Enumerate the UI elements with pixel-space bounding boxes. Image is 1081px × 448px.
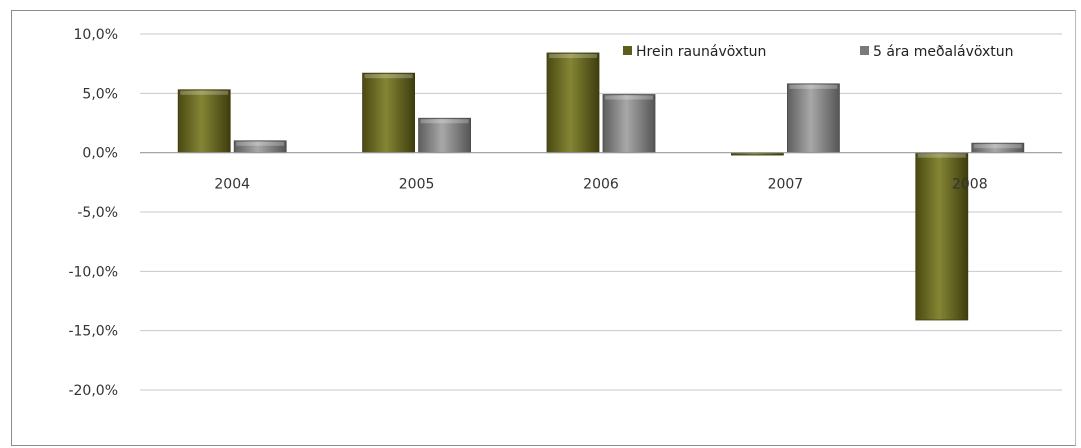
bar-hrein-raunavoxtun-2008 xyxy=(915,152,969,321)
bar-highlight xyxy=(180,90,229,95)
x-category-label: 2004 xyxy=(214,177,250,193)
bar-5-ara-medalavoxtun-2005 xyxy=(418,117,472,154)
y-tick-label: 10,0% xyxy=(74,27,118,43)
legend-swatch xyxy=(623,46,632,55)
bar-hrein-raunavoxtun-2006 xyxy=(546,52,600,154)
y-tick-label: 5,0% xyxy=(82,86,118,102)
bar-highlight xyxy=(236,141,285,146)
bar-5-ara-medalavoxtun-2007 xyxy=(787,83,840,154)
legend-label: 5 ára meðalávöxtun xyxy=(873,44,1014,60)
bar-highlight xyxy=(605,95,653,100)
legend: Hrein raunávöxtun 5 ára meðalávöxtun xyxy=(623,44,1014,60)
x-axis-categories: 2004 2005 2006 2007 2008 xyxy=(214,177,987,193)
legend-swatch xyxy=(860,46,869,55)
bar-hrein-raunavoxtun-2004 xyxy=(177,89,231,154)
x-category-label: 2005 xyxy=(399,177,435,193)
y-tick-label: -10,0% xyxy=(68,264,118,280)
bars xyxy=(177,52,1025,321)
y-tick-label: -5,0% xyxy=(77,205,118,221)
y-tick-label: 0,0% xyxy=(82,146,118,162)
y-tick-label: -15,0% xyxy=(68,324,118,340)
x-category-label: 2006 xyxy=(583,177,619,193)
y-axis-ticks: 10,0% 5,0% 0,0% -5,0% -10,0% -15,0% -20,0% xyxy=(68,27,118,399)
bar-highlight xyxy=(364,74,413,79)
chart-frame xyxy=(11,10,1076,446)
gridlines xyxy=(140,33,1062,391)
bar-hrein-raunavoxtun-2005 xyxy=(362,72,416,154)
bar-highlight xyxy=(420,119,469,124)
bar-highlight xyxy=(917,153,966,158)
x-category-label: 2008 xyxy=(952,177,988,193)
bar-highlight xyxy=(549,53,597,58)
bar-highlight xyxy=(973,144,1022,149)
x-category-label: 2007 xyxy=(768,177,804,193)
legend-label: Hrein raunávöxtun xyxy=(636,44,766,60)
y-tick-label: -20,0% xyxy=(68,383,118,399)
bar-5-ara-medalavoxtun-2006 xyxy=(602,94,656,154)
bar-highlight xyxy=(789,84,838,89)
